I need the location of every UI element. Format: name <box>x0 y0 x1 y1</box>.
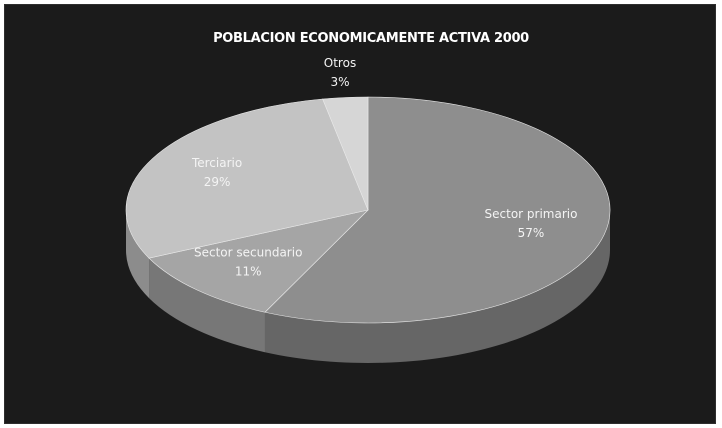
chart-title: POBLACION ECONOMICAMENTE ACTIVA 2000 <box>213 31 529 46</box>
slice-sector-secundario <box>148 209 369 313</box>
slice-otros <box>322 96 369 211</box>
slice-label-sector-secundario: Sector secundario <box>194 245 302 259</box>
chart-background: POBLACION ECONOMICAMENTE ACTIVA 2000 Sec… <box>4 4 716 424</box>
pie-top <box>125 96 611 324</box>
slice-terciario <box>125 98 369 259</box>
slice-labels: Sector primario 57% Sector secundario 11% Te… <box>191 56 578 278</box>
slice-label-otros: Otros <box>324 56 356 70</box>
slice-value-sector-primario: 57% <box>518 226 545 240</box>
pie-sides <box>126 210 610 363</box>
slice-value-sector-secundario: 11% <box>235 264 262 278</box>
slice-side-sector-primario <box>264 210 610 363</box>
slice-sector-primario <box>264 96 611 324</box>
slice-side-sector-secundario <box>149 258 265 353</box>
slice-value-terciario: 29% <box>204 175 231 189</box>
slice-label-sector-primario: Sector primario <box>485 207 578 221</box>
slice-side-terciario <box>126 210 150 299</box>
slice-value-otros: 3% <box>330 75 349 89</box>
pie-chart: POBLACION ECONOMICAMENTE ACTIVA 2000 Sec… <box>125 31 611 363</box>
slice-label-terciario: Terciario <box>191 156 242 170</box>
